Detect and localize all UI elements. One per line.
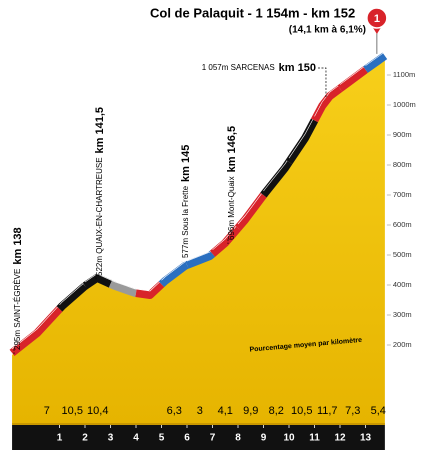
gradient-label: 10,5 — [291, 405, 312, 417]
annotation: 577m Sous la Frette km 145 — [180, 145, 192, 258]
x-tick-label: 2 — [82, 433, 88, 444]
km-band — [12, 425, 385, 450]
annotation: 696m Mont-Quaix km 146,5 — [226, 126, 238, 240]
gradient-segment — [82, 273, 113, 290]
y-tick-label: 700m — [393, 190, 412, 199]
x-tick-label: 5 — [159, 433, 165, 444]
gradient-segment — [310, 85, 343, 123]
segment-edge — [59, 281, 86, 306]
y-tick-label: 900m — [393, 130, 412, 139]
annotation-label: 696m Mont-Quaix — [227, 176, 236, 240]
gradient-label: 7,3 — [345, 405, 360, 417]
annotation: 295m SAINT-ÉGRÈVE km 138 — [12, 227, 24, 350]
annotation-km: km 150 — [279, 62, 316, 74]
annotation-label: 295m SAINT-ÉGRÈVE — [13, 269, 22, 350]
chart-title: Col de Palaquit - 1 154m - km 152 — [150, 5, 355, 20]
x-tick-label: 11 — [309, 433, 320, 444]
x-tick-label: 12 — [334, 433, 346, 444]
y-tick-label: 1100m — [393, 70, 415, 79]
gradient-label: 11,7 — [317, 405, 338, 417]
y-tick-label: 400m — [393, 280, 412, 289]
gradient-label: 5,4 — [371, 405, 386, 417]
x-tick-label: 4 — [133, 433, 139, 444]
x-tick-label: 7 — [210, 433, 216, 444]
y-tick-label: 500m — [393, 250, 412, 259]
y-tick-label: 300m — [393, 310, 412, 319]
segment-edge — [11, 304, 60, 350]
gradient-segment — [158, 261, 189, 288]
y-tick-label: 200m — [393, 340, 412, 349]
segment-edge — [212, 223, 239, 251]
gradient-label: 6,3 — [167, 405, 182, 417]
annotation-label: 1 057m SARCENAS — [202, 63, 275, 72]
x-tick-label: 13 — [360, 433, 372, 444]
annotation-km: km 138 — [12, 227, 24, 264]
gradient-label: 8,2 — [269, 405, 284, 417]
x-tick-label: 3 — [108, 433, 114, 444]
segment-edge — [135, 280, 162, 292]
y-tick-label: 600m — [393, 220, 412, 229]
x-tick-label: 14 — [385, 433, 397, 444]
x-tick-label: 9 — [261, 433, 267, 444]
gradient-label: 10,5 — [62, 405, 83, 417]
x-tick-label: 10 — [283, 433, 295, 444]
x-tick-label: 8 — [235, 433, 241, 444]
y-tick-label: 1000m — [393, 100, 416, 109]
x-tick-label: 1 — [57, 433, 63, 444]
gradient-label: 7 — [44, 405, 50, 417]
gradient-segment — [363, 52, 388, 73]
annotation-label: 522m QUAIX-EN-CHARTREUSE — [95, 157, 104, 276]
marker-label: 1 — [374, 13, 380, 25]
gradient-segment — [9, 306, 63, 357]
gradient-segment — [56, 282, 88, 312]
segment-edge — [365, 51, 386, 66]
segment-edge — [110, 279, 137, 290]
annotation-label: 577m Sous la Frette — [181, 185, 190, 258]
annotation-km: km 141,5 — [94, 107, 106, 153]
gradient-segment — [108, 280, 139, 298]
annotation-km: km 146,5 — [226, 126, 238, 172]
annotation-km: km 145 — [180, 145, 192, 182]
x-tick-label: 6 — [184, 433, 190, 444]
segment-edge — [263, 157, 290, 192]
gradient-segment — [185, 250, 216, 269]
gradient-segment — [285, 118, 319, 165]
gradient-segment — [135, 281, 165, 299]
y-tick-label: 800m — [393, 160, 412, 169]
segment-edge — [237, 190, 264, 225]
marker-circle — [366, 7, 388, 29]
annotation: 522m QUAIX-EN-CHARTREUSE km 141,5 — [94, 107, 106, 276]
gradient-segment — [337, 66, 369, 92]
annotation: 1 057m SARCENAS km 150 — [202, 62, 316, 74]
gradient-segment — [260, 159, 293, 198]
gradient-label: 3 — [197, 405, 203, 417]
gradient-segment — [209, 225, 242, 257]
chart-subtitle: (14,1 km à 6,1%) — [289, 25, 366, 36]
ground-band — [12, 423, 385, 425]
leader-line — [317, 67, 327, 98]
profile-area — [12, 57, 385, 426]
segment-edge — [84, 273, 111, 283]
segment-edge — [314, 84, 341, 117]
gradient-label: 10,4 — [87, 405, 108, 417]
gradient-segment — [234, 192, 267, 231]
gradient-label: 4,1 — [218, 405, 233, 417]
gradient-label: 9,9 — [243, 405, 258, 417]
segment-edge — [288, 116, 315, 159]
